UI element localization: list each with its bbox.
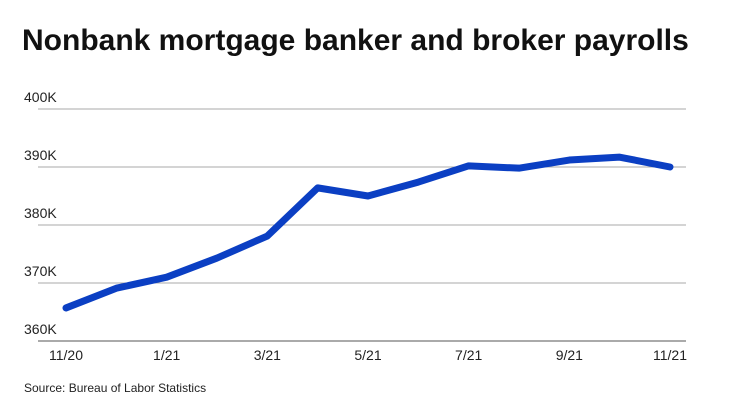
y-tick-label: 380K <box>24 205 57 221</box>
x-tick-label: 5/21 <box>354 347 381 363</box>
chart-title: Nonbank mortgage banker and broker payro… <box>22 24 689 57</box>
x-tick-label: 7/21 <box>455 347 482 363</box>
y-tick-label: 390K <box>24 147 57 163</box>
x-tick-label: 3/21 <box>254 347 281 363</box>
x-tick-label: 1/21 <box>153 347 180 363</box>
x-tick-label: 9/21 <box>556 347 583 363</box>
y-tick-label: 370K <box>24 263 57 279</box>
y-tick-label: 400K <box>24 89 57 105</box>
source-note: Source: Bureau of Labor Statistics <box>24 381 206 395</box>
x-tick-label: 11/21 <box>653 347 687 363</box>
x-tick-label: 11/20 <box>49 347 83 363</box>
data-line <box>62 153 674 312</box>
y-tick-label: 360K <box>24 321 57 337</box>
